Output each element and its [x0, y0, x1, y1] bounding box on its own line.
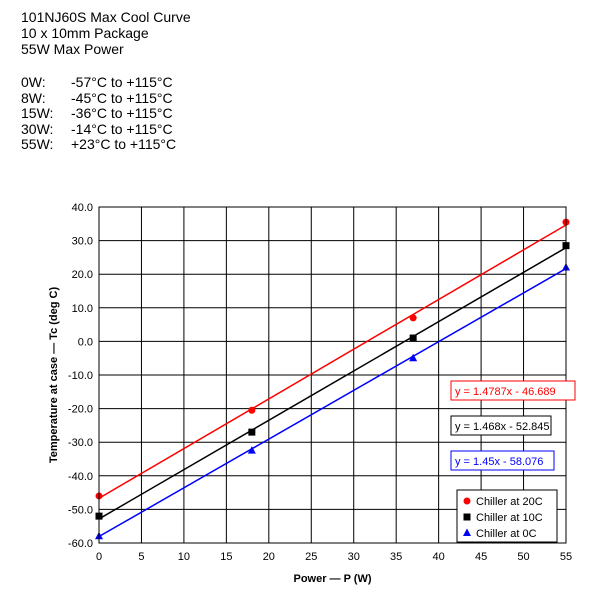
data-point — [409, 334, 417, 342]
y-tick-label: -30.0 — [68, 437, 93, 449]
max-power: 55W Max Power — [21, 41, 124, 57]
legend-box — [456, 489, 558, 543]
y-tick-label: -50.0 — [68, 504, 93, 516]
chart-title: 101NJ60S Max Cool Curve — [21, 9, 191, 25]
legend-label: Chiller at 10C — [476, 512, 543, 524]
equation-box — [450, 450, 555, 471]
spec-range: +23°C to +115°C — [71, 136, 177, 152]
spec-row: 30W: -14°C to +115°C — [21, 120, 176, 138]
trendline — [98, 267, 567, 538]
spec-power: 15W: — [21, 105, 54, 121]
plot-frame — [98, 206, 567, 544]
legend-label: Chiller at 0C — [476, 528, 537, 540]
legend: Chiller at 20C Chiller at 10C Chiller at 0… — [456, 489, 558, 543]
data-point — [409, 314, 417, 322]
spec-range: -14°C to +115°C — [71, 120, 173, 137]
y-tick-label: 0.0 — [78, 336, 93, 348]
data-point — [248, 428, 256, 436]
trendlines — [98, 224, 567, 538]
spec-row: 55W: +23°C to +115°C — [21, 136, 177, 153]
y-tick-label: -20.0 — [68, 404, 93, 416]
trendline-equation: y = 1.45x - 58.076 — [455, 456, 543, 468]
x-tick-label: 55 — [560, 551, 572, 563]
x-tick-label: 10 — [178, 551, 190, 563]
spec-power: 55W: — [21, 136, 54, 152]
legend-label: Chiller at 20C — [476, 496, 543, 508]
equation-box — [450, 380, 576, 401]
x-tick-label: 20 — [263, 551, 275, 563]
y-tick-label: 10.0 — [72, 303, 93, 315]
y-tick-label: 40.0 — [72, 202, 93, 214]
temperature-range-table: 0W: -57°C to +115°C 8W: -45°C to +115°C 15… — [21, 74, 177, 153]
y-tick-label: -60.0 — [68, 538, 93, 550]
spec-range: -45°C to +115°C — [71, 89, 173, 106]
spec-range: -36°C to +115°C — [71, 105, 173, 121]
x-tick-label: 45 — [475, 551, 487, 563]
spec-power: 8W: — [21, 89, 46, 106]
y-tick-label: -40.0 — [68, 471, 93, 483]
trendline-equation: y = 1.468x - 52.845 — [455, 421, 549, 433]
trendline-equations: y = 1.4787x - 46.689 y = 1.468x - 52.845 y… — [450, 380, 576, 471]
x-axis-label: Power — P (W) — [293, 573, 371, 585]
chart-header: 101NJ60S Max Cool Curve 10 x 10mm Packag… — [21, 9, 191, 57]
spec-power: 30W: — [21, 120, 54, 137]
equation-box — [450, 415, 552, 436]
y-tick-label: 30.0 — [72, 236, 93, 248]
x-tick-label: 50 — [517, 551, 529, 563]
spec-power: 0W: — [21, 74, 46, 90]
trendline — [98, 224, 567, 499]
spec-row: 0W: -57°C to +115°C — [21, 74, 176, 91]
trendline — [98, 247, 567, 520]
x-tick-label: 30 — [348, 551, 360, 563]
spec-row: 15W: -36°C to +115°C — [21, 105, 176, 122]
x-tick-label: 40 — [433, 551, 445, 563]
y-tick-label: -10.0 — [68, 370, 93, 382]
legend-marker — [463, 497, 471, 505]
package-size: 10 x 10mm Package — [21, 25, 149, 41]
x-tick-label: 35 — [390, 551, 402, 563]
y-tick-label: 20.0 — [72, 269, 93, 281]
data-point — [409, 353, 418, 362]
spec-row: 8W: -45°C to +115°C — [21, 89, 176, 107]
x-tick-label: 15 — [220, 551, 232, 563]
x-tick-label: 0 — [96, 551, 102, 563]
x-tick-label: 5 — [138, 551, 144, 563]
spec-range: -57°C to +115°C — [71, 74, 173, 90]
data-point — [247, 446, 256, 454]
legend-marker — [463, 513, 471, 521]
x-tick-label: 25 — [305, 551, 317, 563]
y-axis-label: Temperature at case — Tc (deg C) — [48, 287, 60, 464]
trendline-equation: y = 1.4787x - 46.689 — [455, 386, 556, 398]
tick-labels: 0 5 10 15 20 25 30 35 40 45 50 55 40.0 30.0 20.0 10.0 0.… — [68, 202, 572, 563]
legend-marker — [463, 528, 471, 536]
data-point — [248, 406, 256, 414]
